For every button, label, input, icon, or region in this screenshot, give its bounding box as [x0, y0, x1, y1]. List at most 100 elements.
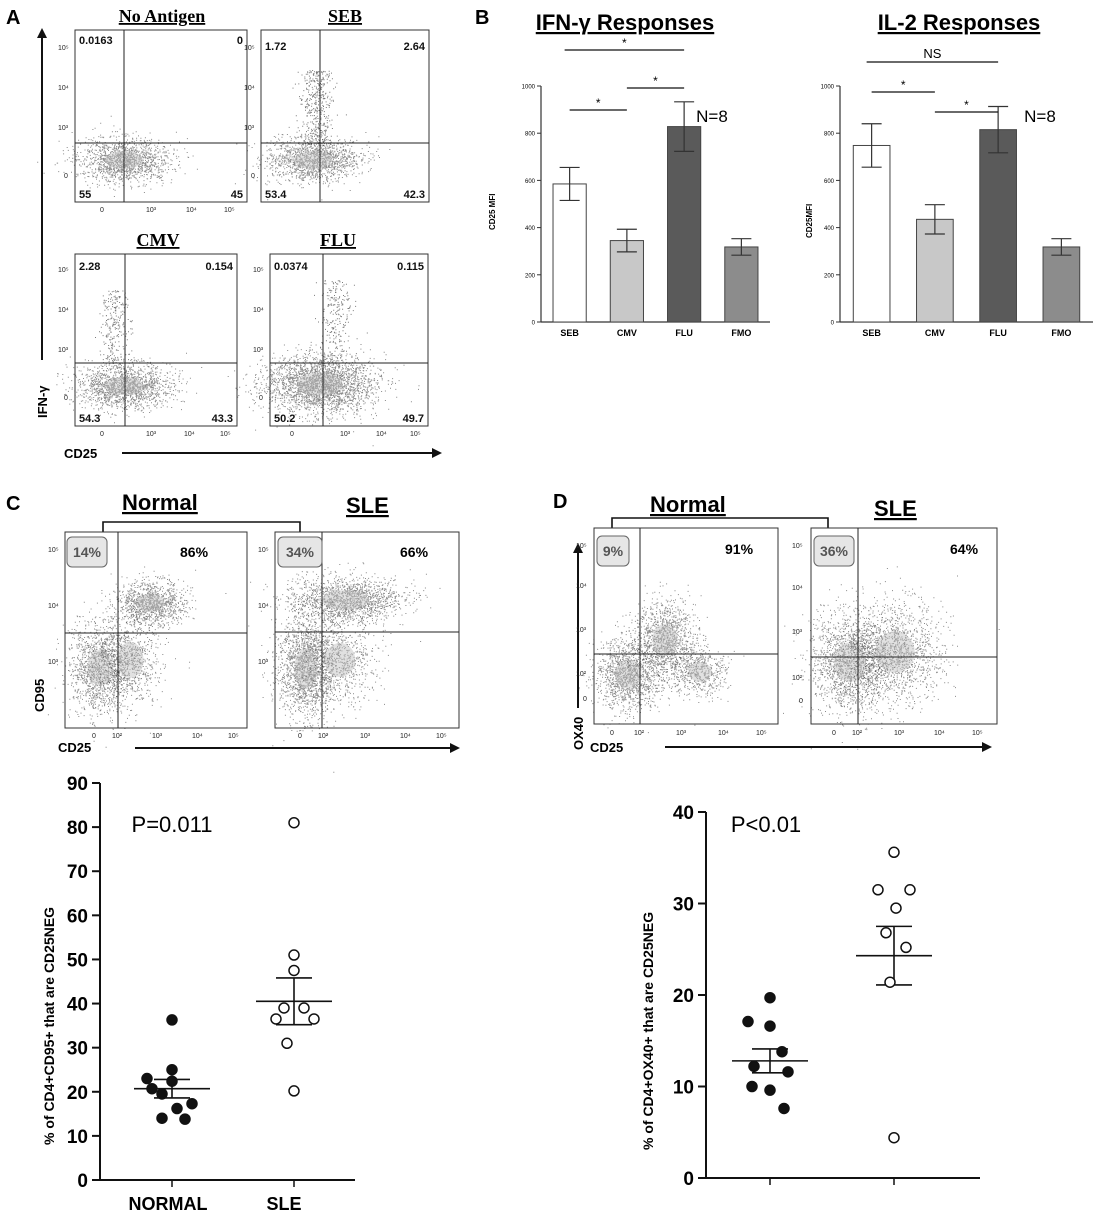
x-tick: 10³ [894, 730, 905, 737]
gate-percentage-box [596, 535, 630, 567]
panel-d-gate-connector [611, 517, 829, 536]
y-tick-label: 30 [673, 895, 694, 916]
quadrant-ur: 0.154 [205, 261, 233, 273]
data-point [764, 991, 776, 1004]
data-point [278, 1002, 290, 1014]
data-point [888, 846, 900, 859]
x-tick-label: SLE [266, 1194, 301, 1214]
data-point [186, 1097, 198, 1110]
y-tick: 10⁵ [258, 547, 269, 554]
x-tick: 10⁵ [972, 730, 983, 737]
data-point [288, 949, 300, 961]
data-point [288, 964, 300, 977]
dot-plot-ox40: 0 10 20 30 40 % of CD4+OX40+ that are CD25NEG… [640, 803, 980, 1190]
sample-size-label: N=8 [696, 107, 728, 126]
flow-plot-sle-ox40: 36% 64% 10⁵ 10⁴ 10³ 10² 0 0 10² 10³ 10⁴ … [783, 527, 1000, 750]
y-tick-label: 0 [532, 321, 536, 327]
data-point [778, 1102, 790, 1115]
panel-c-x-axis-label: CD25 [58, 740, 91, 755]
flow-plot-seb: SEB 1.72 2.64 53.4 42.3 10⁵ 10⁴ 10³ 0 [234, 6, 430, 203]
y-tick-label: 400 [824, 226, 835, 232]
gate-percentage-box [813, 535, 855, 567]
x-tick: 10⁵ [228, 733, 239, 740]
quadrant-ll: 55 [79, 189, 91, 201]
x-tick-label: SEB [560, 328, 579, 338]
x-tick: 10⁵ [756, 730, 767, 737]
data-point [166, 1014, 178, 1026]
quadrant-ul: 36% [820, 543, 849, 559]
gate-percentage-box [66, 536, 108, 568]
density-core [135, 594, 165, 612]
y-tick: 10² [792, 675, 803, 682]
panel-a-x-axis-label: CD25 [64, 446, 97, 461]
quadrant-ll: 54.3 [79, 413, 100, 425]
y-tick: 10⁴ [792, 585, 803, 592]
y-tick-label: 60 [67, 906, 88, 927]
x-tick-label: FMO [1051, 328, 1071, 338]
bar-flu [667, 126, 702, 323]
data-point [748, 1060, 760, 1073]
quadrant-ur: 64% [950, 541, 979, 557]
y-tick: 0 [259, 395, 263, 402]
panel-letter-a: A [6, 7, 20, 29]
x-tick: 0 [290, 431, 294, 438]
quadrant-ll: 53.4 [265, 189, 287, 201]
y-tick-label: 0 [683, 1169, 694, 1190]
data-point [782, 1066, 794, 1078]
x-tick-label: NORMAL [129, 1194, 208, 1214]
x-tick: 10⁴ [934, 730, 945, 737]
quadrant-ul: 34% [286, 544, 315, 560]
x-tick: 10⁴ [400, 733, 411, 740]
bar-chart-ifn-gamma: IFN-γ Responses 0 200 400 600 800 1000 CD25 MFI… [488, 10, 770, 338]
x-tick: 10⁴ [376, 431, 387, 438]
event-cloud [47, 599, 152, 748]
y-axis-label: CD25MFI [805, 204, 814, 238]
x-tick: 0 [298, 733, 302, 740]
y-tick-label: 200 [525, 273, 536, 279]
data-point [872, 884, 884, 896]
x-tick: 10³ [146, 431, 157, 438]
x-tick: 10⁵ [224, 207, 235, 214]
y-tick: 10³ [58, 347, 69, 354]
y-tick: 10⁴ [576, 583, 587, 590]
x-tick: 10³ [360, 733, 371, 740]
y-tick: 10⁴ [244, 85, 255, 92]
x-tick: 10⁵ [436, 733, 447, 740]
data-point [776, 1045, 788, 1058]
density-core [104, 377, 144, 395]
flow-plot-title: FLU [320, 230, 356, 250]
density-core [294, 151, 332, 169]
data-point [141, 1072, 153, 1085]
y-tick-label: 40 [67, 995, 88, 1016]
y-tick: 10⁴ [48, 603, 59, 610]
quadrant-ur: 91% [725, 541, 754, 557]
y-tick: 10⁵ [58, 45, 69, 52]
bar-fmo [1042, 246, 1081, 323]
quadrant-ur: 2.64 [404, 41, 426, 53]
y-tick: 10⁴ [58, 85, 69, 92]
bar-fmo [724, 246, 759, 323]
p-value-label: P<0.01 [731, 812, 801, 837]
x-tick: 0 [100, 207, 104, 214]
x-tick-label: CMV [617, 328, 637, 338]
y-tick: 10⁵ [792, 543, 803, 550]
data-point [270, 1013, 282, 1025]
x-tick: 10³ [152, 733, 163, 740]
data-point [742, 1015, 754, 1028]
x-tick: 10³ [340, 431, 351, 438]
x-tick-label: CMV [925, 328, 945, 338]
data-point [764, 1084, 776, 1096]
y-tick: 10⁴ [258, 603, 269, 610]
chart-title: IFN-γ Responses [536, 10, 715, 35]
y-tick-label: 600 [824, 179, 835, 185]
significance-label: * [653, 74, 658, 88]
x-tick: 10² [852, 730, 863, 737]
flow-plot-flu: FLU 0.0374 0.115 50.2 49.7 10⁵ 10⁴ 10³ 0… [228, 230, 429, 447]
x-tick: 10⁵ [220, 431, 231, 438]
bar-seb [552, 183, 587, 323]
flow-plot-title: SEB [328, 6, 362, 26]
chart-title: IL-2 Responses [878, 10, 1041, 35]
x-tick: 10⁵ [410, 431, 421, 438]
y-tick: 10⁵ [253, 267, 264, 274]
y-axis-label: % of CD4+CD95+ that are CD25NEG [41, 907, 57, 1145]
